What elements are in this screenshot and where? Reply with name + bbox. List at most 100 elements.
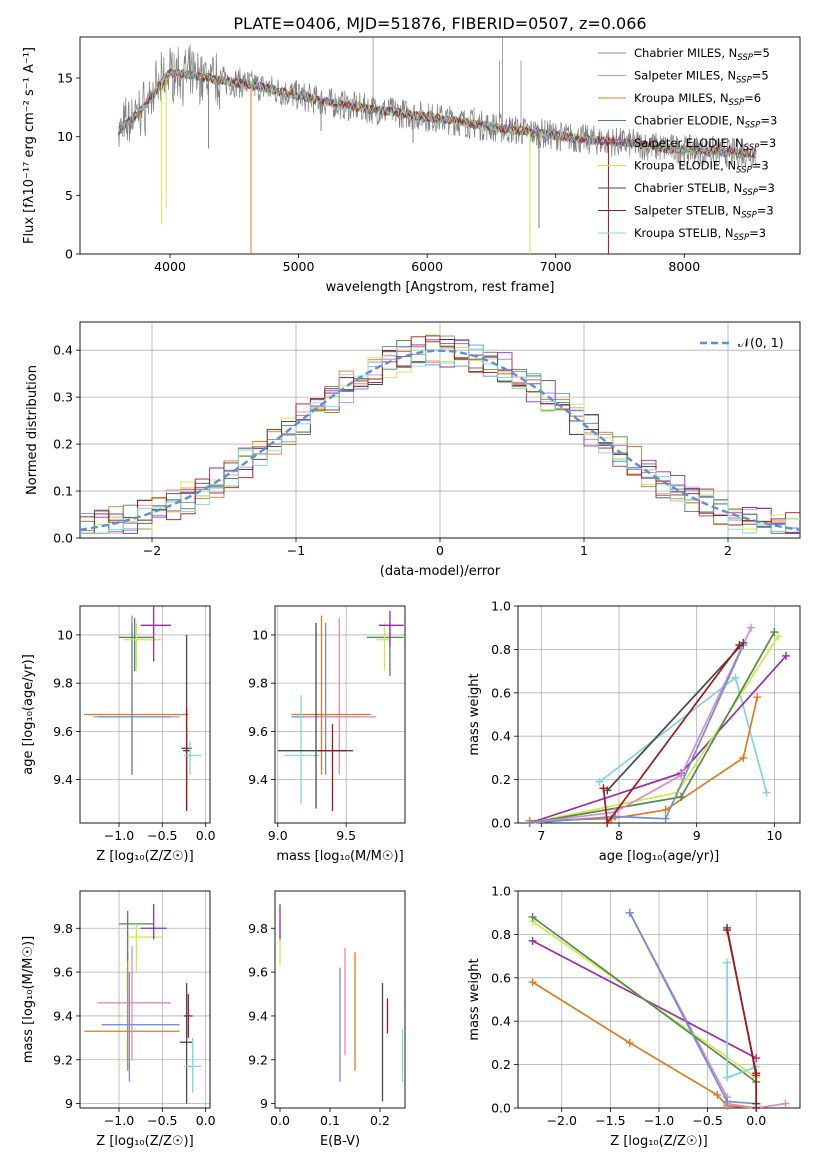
residuals-panel: −2 −1 0 1 2 0.0 0.1 0.2 0.3 0.4 (data-model)/error… (25, 321, 801, 579)
x-tick-label: 0 (436, 543, 444, 558)
y-tick-label: 0.8 (491, 927, 511, 942)
x-tick-label: −1.0 (104, 828, 134, 843)
weight-series-line (602, 644, 741, 826)
x-tick-label: 0.0 (196, 1113, 216, 1128)
y-tick-label: 0.3 (53, 390, 73, 405)
y-tick-label: 0.6 (491, 970, 511, 985)
x-tick-label: 7000 (540, 259, 572, 274)
spectrum-panel: 4000 5000 6000 7000 8000 0 5 10 15 wavelength [An… (22, 36, 801, 295)
y-tick-label: 10 (57, 627, 73, 642)
model-spectrum-line (118, 68, 757, 158)
axes-frame (79, 605, 211, 824)
legend-label-name: Chabrier ELODIE, N (634, 114, 745, 128)
legend-label-count: =3 (757, 204, 774, 218)
y-tick-label: 9.6 (248, 724, 268, 739)
y-tick-label: 9.6 (248, 965, 268, 980)
legend-label-count: =6 (744, 91, 761, 105)
model-spectrum-line (118, 69, 757, 158)
x-tick-label: 8000 (668, 259, 700, 274)
legend-label-name: Chabrier STELIB, N (634, 181, 742, 195)
y-tick-label: 9.8 (53, 921, 73, 936)
legend-label: Kroupa MILES, NSSP=6 (634, 91, 761, 108)
legend-label-sub: SSP (742, 188, 758, 198)
legend-label-sub: SSP (736, 166, 752, 176)
y-tick-label: 1.0 (491, 599, 511, 614)
mass-vs-metallicity-panel: −1.0 −0.5 0.0 9 9.2 9.4 9.6 9.8 Z [log₁₀(Z/Z☉)] m… (21, 890, 216, 1149)
legend-label: Salpeter STELIB, NSSP=3 (634, 204, 774, 221)
y-tick-label: 9 (260, 1096, 268, 1111)
legend-label-name: Kroupa STELIB, N (634, 226, 734, 240)
axes-frame (517, 890, 801, 1109)
y-tick-label: 9.8 (53, 676, 73, 691)
x-tick-label: −0.5 (147, 828, 177, 843)
y-tick-label: 0.4 (491, 729, 511, 744)
x-tick-label: 7 (537, 828, 545, 843)
x-tick-label: 1 (580, 543, 588, 558)
y-tick-label: 0 (65, 247, 73, 262)
y-tick-label: 0.1 (53, 484, 73, 499)
y-axis-label: Normed distribution (25, 365, 40, 495)
legend-label: 𝒩(0, 1) (738, 335, 784, 350)
x-tick-label: 6000 (411, 259, 443, 274)
y-axis-label: age [log₁₀(age/yr)] (21, 654, 36, 775)
weight-series-line (529, 644, 745, 824)
legend-label: Chabrier ELODIE, NSSP=3 (634, 114, 777, 131)
weight-series-line (529, 696, 759, 822)
legend-label-sub: SSP (744, 143, 760, 153)
legend-label-sub: SSP (741, 211, 757, 221)
legend-label-count: =3 (752, 159, 769, 173)
legend-label: Salpeter ELODIE, NSSP=3 (634, 136, 776, 153)
legend-label-sub: SSP (729, 98, 745, 108)
y-axis-label: mass weight (467, 673, 482, 755)
y-tick-label: 1.0 (491, 884, 511, 899)
axes-frame (274, 890, 406, 1109)
x-axis-label: mass [log₁₀(M/M☉)] (276, 849, 403, 864)
x-tick-label: 9.5 (336, 828, 356, 843)
x-axis-label: (data-model)/error (380, 564, 501, 579)
y-tick-label: 0.0 (53, 531, 73, 546)
x-axis-label: Z [log₁₀(Z/Z☉)] (96, 849, 193, 864)
x-tick-label: −2.0 (547, 1113, 577, 1128)
x-tick-label: −1.0 (644, 1113, 674, 1128)
axes-frame (274, 605, 406, 824)
y-tick-label: 0.8 (491, 642, 511, 657)
observed-spectrum-line (118, 37, 757, 169)
residual-histogram (80, 346, 800, 534)
weight-vs-age-panel: 7 8 9 10 0.0 0.2 0.4 0.6 0.8 1.0 age [log₁₀(age/yr… (467, 599, 801, 864)
x-tick-label: 0.2 (370, 1113, 390, 1128)
mass-vs-extinction-panel: 0.0 0.1 0.2 9 9.2 9.4 9.6 9.8 E(B-V) (248, 890, 406, 1149)
y-tick-label: 0.2 (53, 437, 73, 452)
y-tick-label: 0.2 (491, 772, 511, 787)
x-tick-label: 5000 (283, 259, 315, 274)
age-vs-metallicity-panel: −1.0 −0.5 0.0 9.4 9.6 9.8 10 Z [log₁₀(Z/Z☉)] age… (21, 605, 216, 864)
legend-label-sub: SSP (736, 76, 752, 86)
x-tick-label: −0.5 (692, 1113, 722, 1128)
page-title: PLATE=0406, MJD=51876, FIBERID=0507, z=0… (233, 14, 646, 33)
x-axis-label: E(B-V) (320, 1134, 360, 1149)
legend-label-count: =5 (753, 46, 770, 60)
legend-label: Salpeter MILES, NSSP=5 (634, 69, 769, 86)
y-tick-label: 9.4 (248, 1008, 268, 1023)
x-axis-label: Z [log₁₀(Z/Z☉)] (96, 1134, 193, 1149)
axes-frame (79, 890, 211, 1109)
y-tick-label: 9.6 (53, 965, 73, 980)
weight-series-line (529, 631, 776, 824)
legend-label-count: =5 (752, 69, 769, 83)
legend-label: Chabrier STELIB, NSSP=3 (634, 181, 775, 198)
y-tick-label: 0.2 (491, 1057, 511, 1072)
weight-series-line (629, 912, 757, 1105)
legend-label-name: Salpeter STELIB, N (634, 204, 741, 218)
x-tick-label: 4000 (154, 259, 186, 274)
x-tick-label: 0.0 (196, 828, 216, 843)
y-tick-label: 9.8 (248, 676, 268, 691)
spectrum-plot (118, 37, 757, 254)
y-tick-label: 9.2 (248, 1052, 268, 1067)
y-tick-label: 9.8 (248, 921, 268, 936)
x-axis-label: wavelength [Angstrom, rest frame] (326, 280, 555, 295)
axes-frame (79, 36, 801, 255)
y-tick-label: 10 (57, 129, 73, 144)
x-tick-label: 2 (724, 543, 732, 558)
age-vs-mass-panel: 9.0 9.5 9.4 9.6 9.8 10 mass [log₁₀(M/M☉)] (248, 605, 406, 864)
y-tick-label: 10 (252, 627, 268, 642)
residual-histogram (80, 336, 800, 526)
